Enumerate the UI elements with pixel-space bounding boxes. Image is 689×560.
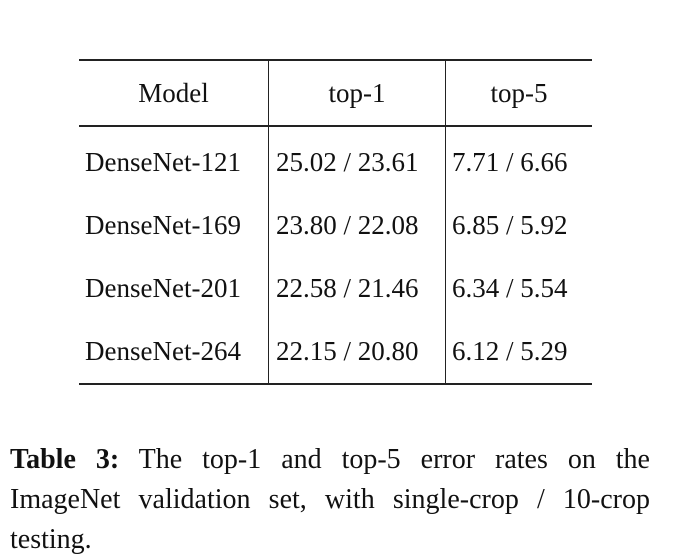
cell-top1: 22.15 / 20.80 [268, 320, 446, 384]
cell-top5: 6.85 / 5.92 [452, 210, 568, 240]
cell-model: DenseNet-121 [79, 126, 269, 194]
cell-top5: 6.12 / 5.29 [452, 336, 568, 366]
header-row: Model top-1 top-5 [79, 60, 592, 126]
results-table: Model top-1 top-5 DenseNet-121 25.02 / 2… [79, 59, 592, 385]
cell-model: DenseNet-264 [79, 320, 269, 384]
table-header: Model top-1 top-5 [79, 60, 592, 126]
header-top1: top-1 [268, 60, 446, 126]
table-body: DenseNet-121 25.02 / 23.61 7.71 / 6.66 D… [79, 126, 592, 384]
header-top5: top-5 [490, 77, 548, 108]
cell-top5: 6.34 / 5.54 [452, 273, 568, 303]
cell-model: DenseNet-169 [79, 194, 269, 257]
caption-label: Table 3: [10, 444, 120, 475]
table-row: DenseNet-169 23.80 / 22.08 6.85 / 5.92 [79, 194, 592, 257]
header-model: Model [79, 60, 269, 126]
cell-top5: 7.71 / 6.66 [452, 147, 568, 177]
cell-top1: 25.02 / 23.61 [268, 126, 446, 194]
cell-top1: 22.58 / 21.46 [268, 257, 446, 320]
table-row: DenseNet-201 22.58 / 21.46 6.34 / 5.54 [79, 257, 592, 320]
table-row: DenseNet-264 22.15 / 20.80 6.12 / 5.29 [79, 320, 592, 384]
caption-text: The top-1 and top-5 error rates on the I… [10, 444, 650, 555]
cell-model: DenseNet-201 [79, 257, 269, 320]
cell-top1: 23.80 / 22.08 [268, 194, 446, 257]
table-row: DenseNet-121 25.02 / 23.61 7.71 / 6.66 [79, 126, 592, 194]
table-caption: Table 3: The top-1 and top-5 error rates… [10, 440, 650, 560]
